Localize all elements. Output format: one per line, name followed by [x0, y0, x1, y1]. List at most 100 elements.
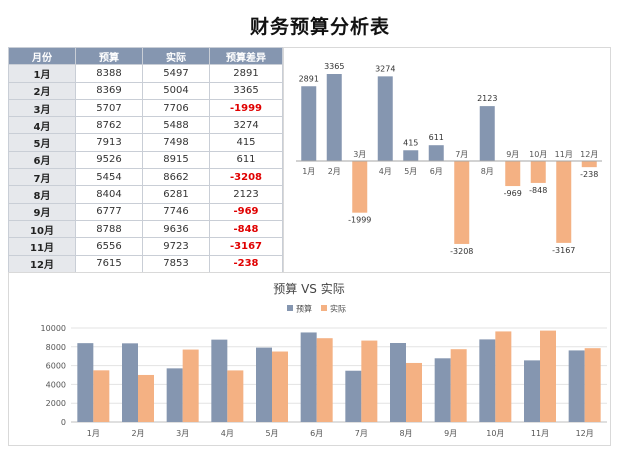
actual-bar [227, 370, 244, 422]
cell-month: 11月 [8, 237, 76, 256]
budget-bar [390, 343, 406, 422]
legend-swatch-1 [321, 305, 327, 311]
cell-month: 1月 [8, 64, 76, 83]
cell-budget: 6556 [75, 237, 143, 256]
table-row: 3月 5707 7706 -1999 [8, 98, 283, 118]
cell-actual: 9636 [142, 219, 210, 239]
cell-diff: -3167 [209, 237, 283, 256]
actual-bar [316, 338, 333, 422]
variance-bar [479, 106, 495, 161]
chart-title: 预算 VS 实际 [273, 281, 344, 296]
cell-actual: 5488 [142, 116, 210, 135]
variance-bar [301, 86, 317, 161]
cell-actual: 7706 [142, 98, 210, 118]
table-row: 2月 8369 5004 3365 [8, 81, 283, 100]
x-tick-label: 7月 [355, 429, 368, 438]
y-tick-label: 2000 [46, 399, 66, 408]
cell-diff: -3208 [209, 168, 283, 187]
variance-bar [352, 161, 368, 213]
variance-data-label: -3208 [450, 247, 473, 256]
variance-bar [581, 161, 597, 168]
cell-month: 6月 [8, 150, 76, 170]
variance-data-label: 2123 [477, 94, 497, 103]
budget-bar [77, 343, 94, 422]
budget-bar [434, 358, 451, 422]
variance-bar [403, 150, 419, 161]
cell-actual: 7853 [142, 254, 210, 273]
actual-bar [540, 330, 556, 422]
actual-bar [450, 349, 467, 422]
variance-tick-label: 8月 [481, 167, 494, 176]
y-tick-label: 0 [61, 418, 66, 427]
variance-tick-label: 3月 [353, 150, 366, 159]
cell-actual: 7746 [142, 202, 210, 221]
cell-budget: 8388 [75, 64, 143, 83]
cell-budget: 6777 [75, 202, 143, 221]
variance-tick-label: 4月 [379, 167, 392, 176]
variance-data-label: -238 [580, 170, 598, 179]
actual-bar [182, 349, 199, 422]
cell-diff: 415 [209, 133, 283, 152]
variance-data-label: -1999 [348, 216, 371, 225]
variance-data-label: -848 [529, 186, 547, 195]
x-tick-label: 5月 [265, 429, 278, 438]
variance-tick-label: 11月 [555, 150, 573, 159]
page-title: 财务预算分析表 [249, 16, 390, 38]
col-header-diff: 预算差异 [209, 46, 283, 66]
table-row: 10月 8788 9636 -848 [8, 219, 283, 239]
x-tick-label: 12月 [576, 429, 594, 438]
budget-bar [524, 360, 540, 422]
budget-bar [211, 339, 228, 422]
x-tick-label: 3月 [176, 429, 189, 438]
cell-budget: 5707 [75, 98, 143, 118]
variance-chart: 2891 1月 3365 2月 -1999 3月 3274 4月 415 5月 611 6月 -3208… [283, 47, 611, 273]
variance-data-label: 611 [429, 133, 444, 142]
budget-bar [568, 350, 585, 422]
variance-data-label: -3167 [552, 246, 575, 255]
variance-data-label: 415 [403, 138, 418, 147]
x-tick-label: 4月 [221, 429, 234, 438]
actual-bar [361, 340, 378, 422]
variance-tick-label: 2月 [328, 167, 341, 176]
cell-actual: 9723 [142, 237, 210, 256]
variance-bar [428, 145, 444, 161]
variance-bar [326, 74, 342, 161]
table-row: 8月 8404 6281 2123 [8, 185, 283, 204]
table-body: 1月 8388 5497 2891 2月 8369 5004 3365 3月 5707 7706 -1… [8, 64, 283, 273]
y-tick-label: 6000 [46, 362, 66, 371]
cell-budget: 7913 [75, 133, 143, 152]
variance-tick-label: 5月 [404, 167, 417, 176]
cell-actual: 8662 [142, 168, 210, 187]
variance-data-label: 2891 [299, 74, 319, 83]
cell-budget: 8788 [75, 219, 143, 239]
cell-actual: 6281 [142, 185, 210, 204]
budget-vs-actual-chart: 预算 VS 实际 预算 实际 0 2000 4000 6000 8000 10000 1月 2月 3月… [8, 272, 611, 446]
budget-bar [479, 339, 496, 422]
variance-data-label: -969 [504, 189, 522, 198]
table-row: 6月 9526 8915 611 [8, 150, 283, 170]
actual-bar [406, 362, 422, 422]
x-tick-label: 6月 [310, 429, 323, 438]
x-tick-label: 8月 [399, 429, 412, 438]
table-row: 12月 7615 7853 -238 [8, 254, 283, 273]
variance-tick-label: 12月 [580, 150, 598, 159]
table-row: 11月 6556 9723 -3167 [8, 237, 283, 256]
cell-diff: 3365 [209, 81, 283, 100]
variance-tick-label: 6月 [430, 167, 443, 176]
budget-bar [300, 332, 317, 422]
cell-budget: 5454 [75, 168, 143, 187]
variance-bar [530, 161, 546, 183]
cell-actual: 5497 [142, 64, 210, 83]
budget-bar [122, 343, 138, 422]
variance-bar [556, 161, 572, 243]
actual-bar [138, 374, 154, 422]
variance-tick-label: 9月 [506, 150, 519, 159]
cell-diff: -1999 [209, 98, 283, 118]
table-row: 7月 5454 8662 -3208 [8, 168, 283, 187]
cell-month: 2月 [8, 81, 76, 100]
variance-tick-label: 1月 [302, 167, 315, 176]
variance-bar [454, 161, 470, 244]
table-row: 4月 8762 5488 3274 [8, 116, 283, 135]
budget-bar [256, 347, 272, 422]
actual-bar [272, 351, 288, 422]
